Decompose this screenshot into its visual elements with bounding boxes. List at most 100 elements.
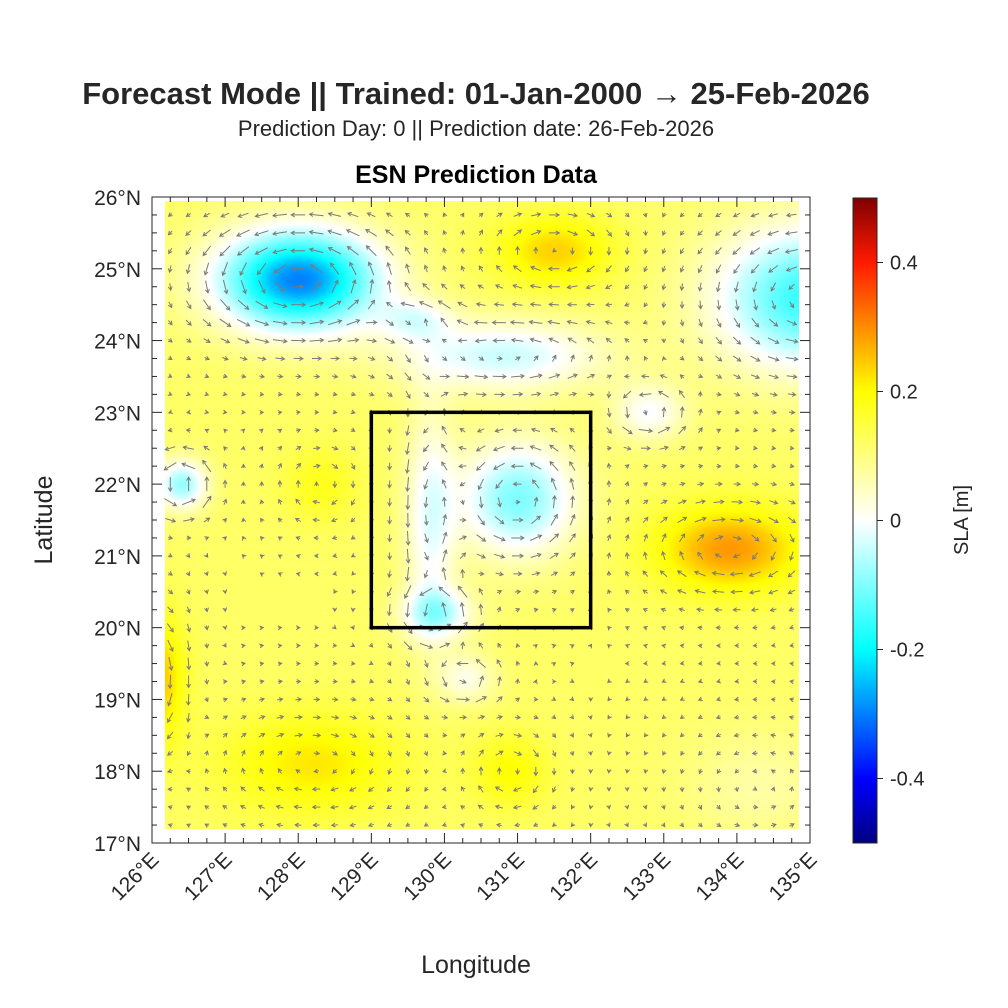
velocity-arrow — [548, 230, 561, 236]
velocity-arrow — [204, 476, 210, 492]
velocity-arrow — [165, 518, 177, 523]
velocity-arrow — [551, 679, 557, 684]
velocity-arrow — [661, 732, 667, 738]
velocity-arrow — [716, 463, 722, 469]
velocity-arrow — [332, 409, 338, 415]
velocity-arrow — [643, 248, 648, 255]
velocity-arrow — [642, 589, 649, 595]
velocity-arrow — [327, 319, 343, 326]
velocity-arrow — [386, 280, 392, 293]
velocity-arrow — [585, 320, 595, 325]
velocity-arrow — [515, 608, 521, 613]
velocity-arrow — [277, 445, 283, 451]
velocity-arrow — [439, 696, 450, 703]
y-tick-label: 21°N — [94, 546, 141, 569]
velocity-arrow — [569, 696, 575, 702]
velocity-arrow — [551, 607, 557, 613]
velocity-arrow — [167, 674, 173, 690]
velocity-arrow — [679, 732, 685, 738]
velocity-arrow — [733, 714, 740, 720]
velocity-arrow — [733, 317, 740, 328]
velocity-arrow — [296, 428, 302, 434]
velocity-arrow — [551, 822, 557, 827]
velocity-arrow — [752, 786, 758, 791]
velocity-arrow — [185, 553, 191, 558]
velocity-arrow — [749, 589, 761, 595]
velocity-arrow — [569, 571, 576, 577]
velocity-arrow — [551, 750, 557, 758]
velocity-arrow — [166, 623, 174, 633]
velocity-arrow — [241, 749, 246, 757]
velocity-arrow — [549, 460, 559, 472]
velocity-arrow — [441, 496, 447, 507]
velocity-arrow — [167, 786, 173, 792]
velocity-arrow — [460, 767, 466, 775]
velocity-arrow — [477, 804, 484, 810]
velocity-arrow — [734, 822, 741, 828]
velocity-arrow — [331, 374, 339, 379]
velocity-arrow — [752, 804, 759, 810]
velocity-arrow — [167, 409, 173, 414]
velocity-arrow — [332, 481, 338, 489]
velocity-arrow — [496, 766, 502, 775]
velocity-arrow — [496, 229, 503, 237]
velocity-arrow — [585, 302, 595, 308]
velocity-arrow — [204, 589, 209, 595]
velocity-arrow — [730, 589, 743, 595]
velocity-arrow — [350, 498, 356, 506]
velocity-arrow — [330, 822, 338, 828]
velocity-arrow — [222, 679, 228, 685]
velocity-arrow — [533, 767, 539, 777]
velocity-arrow — [477, 284, 484, 289]
velocity-arrow — [277, 410, 283, 415]
velocity-arrow — [661, 787, 667, 793]
velocity-arrow — [368, 733, 375, 738]
velocity-arrow — [494, 428, 504, 433]
velocity-arrow — [734, 804, 740, 809]
velocity-arrow — [496, 696, 503, 703]
velocity-arrow — [419, 587, 433, 596]
velocity-arrow — [423, 212, 429, 218]
velocity-arrow — [424, 677, 429, 687]
velocity-arrow — [733, 374, 742, 379]
velocity-arrow — [606, 497, 612, 506]
velocity-arrow — [403, 641, 413, 651]
velocity-arrow — [424, 551, 429, 561]
velocity-arrow — [750, 264, 760, 274]
velocity-arrow — [679, 804, 684, 811]
velocity-arrow — [330, 517, 338, 523]
velocity-arrow — [698, 373, 704, 379]
velocity-arrow — [166, 731, 174, 740]
velocity-arrow — [569, 751, 575, 757]
velocity-arrow — [568, 391, 578, 397]
velocity-arrow — [314, 391, 320, 397]
velocity-arrow — [662, 356, 667, 362]
velocity-arrow — [405, 390, 411, 399]
velocity-arrow — [478, 749, 484, 757]
velocity-arrow — [291, 302, 307, 308]
velocity-arrow — [240, 445, 246, 451]
velocity-arrow — [567, 373, 578, 379]
velocity-arrow — [715, 336, 723, 345]
velocity-arrow — [186, 282, 192, 293]
velocity-arrow — [551, 804, 557, 810]
velocity-arrow — [204, 356, 211, 361]
velocity-arrow — [751, 552, 759, 560]
velocity-arrow — [510, 463, 524, 469]
velocity-arrow — [167, 373, 173, 378]
velocity-arrow — [222, 571, 228, 577]
velocity-arrow — [585, 284, 595, 290]
velocity-arrow — [532, 785, 539, 794]
velocity-arrow — [494, 284, 504, 289]
velocity-arrow — [643, 768, 649, 775]
velocity-arrow — [678, 425, 687, 435]
velocity-arrow — [497, 642, 502, 648]
velocity-arrow — [181, 498, 197, 506]
velocity-arrow — [494, 553, 506, 559]
velocity-arrow — [273, 264, 286, 274]
velocity-arrow — [531, 515, 541, 525]
velocity-arrow — [697, 264, 703, 274]
velocity-arrow — [385, 245, 394, 256]
